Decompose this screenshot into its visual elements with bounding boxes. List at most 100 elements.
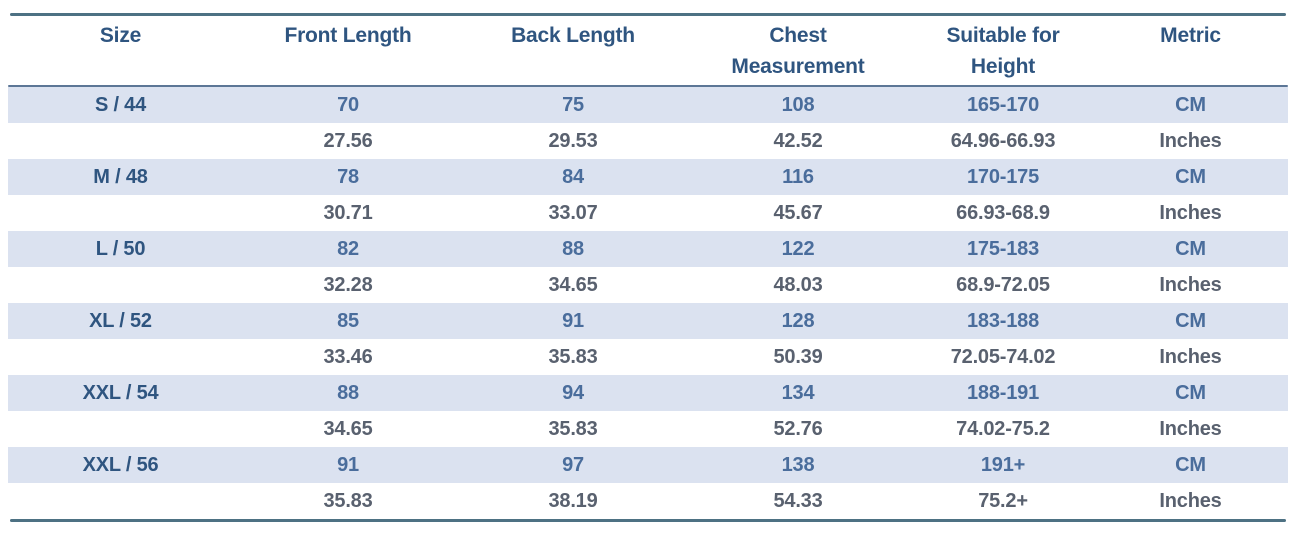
size-chart: Size Front Length Back Length Chest Meas… [0, 13, 1296, 546]
cell-size: XXL / 54 [82, 382, 159, 404]
cell-suitable-for-height: 64.96-66.93 [950, 130, 1056, 152]
cell-metric: CM [1175, 382, 1206, 404]
cell-suitable-for-height: 165-170 [967, 94, 1039, 116]
table-row: 27.56 29.53 42.52 64.96-66.93 Inches [8, 123, 1288, 159]
column-header-metric-label: Metric [1160, 24, 1221, 47]
cell-size [8, 123, 233, 159]
cell-back-length: 34.65 [548, 274, 598, 296]
cell-size: XXL / 56 [82, 454, 159, 476]
cell-suitable-for-height: 75.2+ [978, 490, 1028, 512]
cell-front-length: 70 [337, 94, 359, 116]
table-row: XL / 52 85 91 128 183-188 CM [8, 303, 1288, 339]
cell-suitable-for-height: 188-191 [967, 382, 1039, 404]
table-row: XXL / 56 91 97 138 191+ CM [8, 447, 1288, 483]
cell-suitable-for-height: 72.05-74.02 [950, 346, 1056, 368]
table-row: 30.71 33.07 45.67 66.93-68.9 Inches [8, 195, 1288, 231]
cell-front-length: 34.65 [323, 418, 373, 440]
cell-chest-measurement: 45.67 [773, 202, 823, 224]
cell-size [8, 267, 233, 303]
cell-back-length: 97 [562, 454, 584, 476]
cell-front-length: 27.56 [323, 130, 373, 152]
cell-back-length: 88 [562, 238, 584, 260]
table-row: 33.46 35.83 50.39 72.05-74.02 Inches [8, 339, 1288, 375]
cell-back-length: 75 [562, 94, 584, 116]
table-row: M / 48 78 84 116 170-175 CM [8, 159, 1288, 195]
cell-chest-measurement: 128 [781, 310, 815, 332]
cell-back-length: 29.53 [548, 130, 598, 152]
cell-metric: Inches [1159, 418, 1222, 440]
cell-suitable-for-height: 191+ [980, 454, 1026, 476]
cell-size [8, 195, 233, 231]
cell-metric: Inches [1159, 202, 1222, 224]
table-body: S / 44 70 75 108 165-170 CM 27.56 29.53 … [0, 87, 1296, 519]
cell-suitable-for-height: 183-188 [967, 310, 1039, 332]
cell-front-length: 30.71 [323, 202, 373, 224]
cell-metric: CM [1175, 454, 1206, 476]
cell-metric: CM [1175, 94, 1206, 116]
cell-suitable-for-height: 66.93-68.9 [956, 202, 1050, 224]
cell-back-length: 91 [562, 310, 584, 332]
cell-metric: CM [1175, 238, 1206, 260]
cell-metric: CM [1175, 310, 1206, 332]
cell-metric: Inches [1159, 346, 1222, 368]
table-row: S / 44 70 75 108 165-170 CM [8, 87, 1288, 123]
cell-back-length: 94 [562, 382, 584, 404]
cell-size: M / 48 [93, 166, 148, 188]
cell-back-length: 38.19 [548, 490, 598, 512]
cell-front-length: 88 [337, 382, 359, 404]
table-bottom-border [10, 519, 1286, 522]
cell-chest-measurement: 54.33 [773, 490, 823, 512]
cell-front-length: 82 [337, 238, 359, 260]
cell-suitable-for-height: 74.02-75.2 [956, 418, 1050, 440]
cell-chest-measurement: 122 [781, 238, 815, 260]
cell-suitable-for-height: 68.9-72.05 [956, 274, 1050, 296]
cell-chest-measurement: 52.76 [773, 418, 823, 440]
cell-back-length: 33.07 [548, 202, 598, 224]
cell-metric: CM [1175, 166, 1206, 188]
column-header-size: Size [8, 16, 233, 85]
table-row: L / 50 82 88 122 175-183 CM [8, 231, 1288, 267]
cell-back-length: 84 [562, 166, 584, 188]
table-header-row: Size Front Length Back Length Chest Meas… [8, 16, 1288, 85]
cell-chest-measurement: 48.03 [773, 274, 823, 296]
table-top-border [10, 13, 1286, 16]
cell-front-length: 35.83 [323, 490, 373, 512]
cell-back-length: 35.83 [548, 346, 598, 368]
cell-chest-measurement: 138 [781, 454, 815, 476]
column-header-back-length: Back Length [463, 16, 683, 85]
column-header-suitable-for-height-label: Suitable for Height [946, 24, 1060, 78]
column-header-front-length: Front Length [233, 16, 463, 85]
cell-size: S / 44 [94, 94, 147, 116]
cell-size: L / 50 [95, 238, 146, 260]
column-header-chest-measurement-label: Chest Measurement [731, 24, 865, 78]
column-header-back-length-label: Back Length [511, 24, 635, 47]
table-row: 34.65 35.83 52.76 74.02-75.2 Inches [8, 411, 1288, 447]
cell-size [8, 339, 233, 375]
column-header-front-length-label: Front Length [284, 24, 412, 47]
cell-front-length: 78 [337, 166, 359, 188]
cell-metric: Inches [1159, 130, 1222, 152]
cell-metric: Inches [1159, 274, 1222, 296]
column-header-suitable-for-height: Suitable for Height [913, 16, 1093, 85]
cell-chest-measurement: 42.52 [773, 130, 823, 152]
cell-suitable-for-height: 175-183 [967, 238, 1039, 260]
cell-chest-measurement: 50.39 [773, 346, 823, 368]
cell-size [8, 483, 233, 519]
cell-chest-measurement: 116 [782, 166, 814, 188]
cell-front-length: 33.46 [323, 346, 373, 368]
column-header-chest-measurement: Chest Measurement [683, 16, 913, 85]
cell-front-length: 91 [337, 454, 359, 476]
cell-suitable-for-height: 170-175 [967, 166, 1039, 188]
cell-chest-measurement: 134 [781, 382, 815, 404]
column-header-size-label: Size [99, 24, 142, 47]
cell-front-length: 85 [337, 310, 359, 332]
cell-back-length: 35.83 [548, 418, 598, 440]
cell-size [8, 411, 233, 447]
column-header-metric: Metric [1093, 16, 1288, 85]
header-divider [8, 85, 1288, 87]
cell-front-length: 32.28 [323, 274, 373, 296]
table-row: 35.83 38.19 54.33 75.2+ Inches [8, 483, 1288, 519]
cell-metric: Inches [1159, 490, 1222, 512]
table-row: 32.28 34.65 48.03 68.9-72.05 Inches [8, 267, 1288, 303]
table-row: XXL / 54 88 94 134 188-191 CM [8, 375, 1288, 411]
